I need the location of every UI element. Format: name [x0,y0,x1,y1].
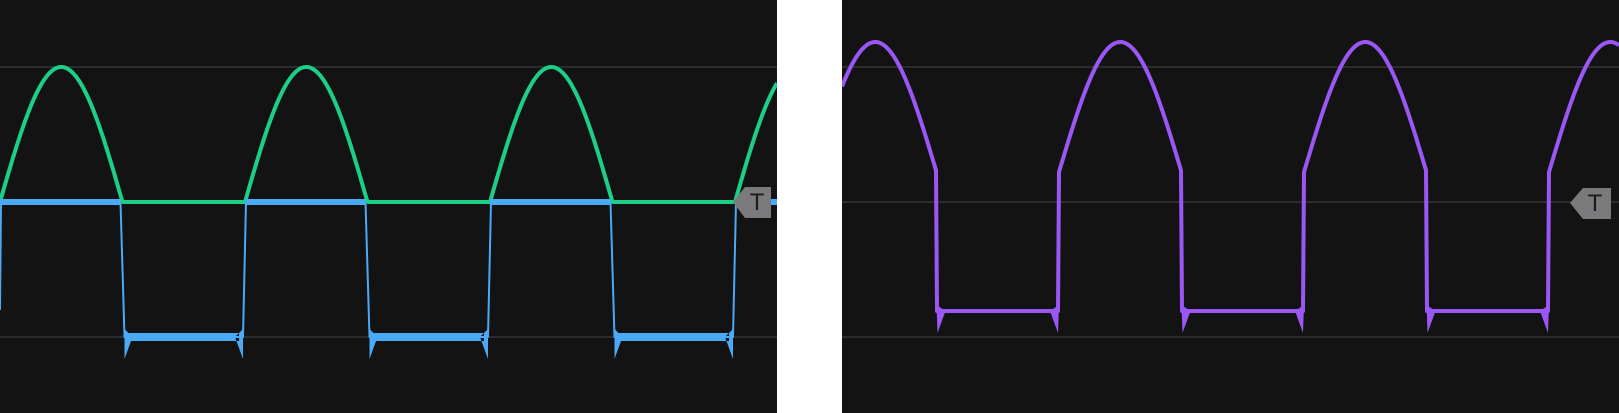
left-scope-display: T [0,65,777,359]
right-scope-display: T [842,40,1619,338]
blue-square-trace [0,201,737,338]
trigger-marker[interactable]: T [733,187,771,218]
right-scope-panel: T [842,0,1619,413]
trigger-marker[interactable]: T [1570,188,1611,219]
purple-trace [842,40,1619,313]
trigger-marker-shape[interactable] [1570,188,1611,219]
trigger-label: T [1587,192,1602,217]
green-rectified-trace [0,65,777,204]
trigger-marker-shape[interactable] [733,187,771,218]
trigger-label: T [749,191,764,216]
left-scope-panel: T [0,0,777,413]
blue-trace-ringing [124,329,733,359]
